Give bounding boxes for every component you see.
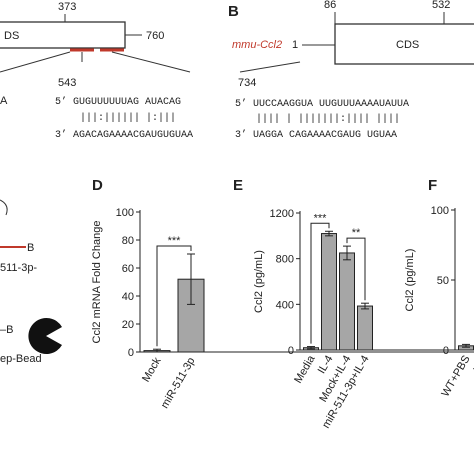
site: 734 <box>238 77 256 89</box>
label: A <box>0 95 8 107</box>
significance: *** <box>168 235 182 247</box>
bar <box>339 252 355 351</box>
y-axis-label: Ccl2 mRNA Fold Change <box>91 221 103 344</box>
y-tick-label: 0 <box>128 347 134 359</box>
y-tick-label: 400 <box>276 299 294 311</box>
cds: CDS <box>396 39 419 51</box>
y-tick-label: 40 <box>122 291 134 303</box>
panel-label: B <box>228 3 239 20</box>
pos: 532 <box>432 0 450 11</box>
x-tick-label: Mock <box>140 355 164 384</box>
seq: |||| | |||||||:|||| |||| <box>256 113 400 125</box>
significance: ** <box>352 227 361 239</box>
seq: 3’ AGACAGAAAACGAUGUGUAA <box>55 129 193 141</box>
significance: *** <box>314 212 328 224</box>
y-tick-label: 0 <box>443 345 449 357</box>
y-tick-label: 800 <box>276 254 294 266</box>
x-tick-label: Media <box>292 353 318 386</box>
y-tick-label: 100 <box>431 205 449 217</box>
seq: 5’ GUGUUUUUUAG AUACAG <box>55 96 181 108</box>
y-tick-label: 1200 <box>270 208 294 220</box>
seq: 3’ UAGGA CAGAAAACGAUG UGUAA <box>235 129 397 141</box>
label: –B <box>0 324 13 336</box>
y-tick-label: 80 <box>122 235 134 247</box>
label: B <box>27 242 34 254</box>
panel-label: D <box>92 177 103 194</box>
y-tick-label: 0 <box>288 345 294 357</box>
panel-label: E <box>233 177 243 194</box>
significance-bracket <box>310 222 330 344</box>
seq: |||:|||||| |:||| <box>80 112 176 124</box>
seq: 5’ UUCCAAGGUA UUGUUUAAAAUAUUA <box>235 98 409 110</box>
left-panel: B 511-3p- –B ep-Bead <box>0 199 63 365</box>
pos: 1 <box>292 39 298 51</box>
site: 543 <box>58 77 76 89</box>
gene-a: 373 DS 760 543 A 5’ GUGUUUUUUAG AUACAG |… <box>0 1 193 141</box>
x-tick-label: WT+PBS <box>439 354 472 399</box>
y-tick-label: 20 <box>122 319 134 331</box>
significance-bracket <box>156 245 192 347</box>
panel-label: F <box>428 177 437 194</box>
y-tick-label: 100 <box>116 207 134 219</box>
y-tick-label: 60 <box>122 263 134 275</box>
y-tick-label: 50 <box>437 275 449 287</box>
bar <box>357 305 373 351</box>
gene-b: B 86 532 mmu-Ccl2 1 CDS 734 5’ UUCCAAGGU… <box>228 0 474 141</box>
x-tick-label: miR-511-3p <box>159 356 198 411</box>
bar <box>321 233 337 351</box>
y-axis-label: Ccl2 (pg/mL) <box>253 250 265 313</box>
cds: DS <box>4 30 19 42</box>
gene-name: mmu-Ccl2 <box>232 39 282 51</box>
pos: 760 <box>146 30 164 42</box>
pos: 86 <box>324 0 336 11</box>
label: 511-3p- <box>0 262 37 274</box>
label: ep-Bead <box>0 353 42 365</box>
significance-bracket <box>346 237 366 301</box>
pos: 373 <box>58 1 76 13</box>
y-axis-label: Ccl2 (pg/mL) <box>404 249 416 312</box>
